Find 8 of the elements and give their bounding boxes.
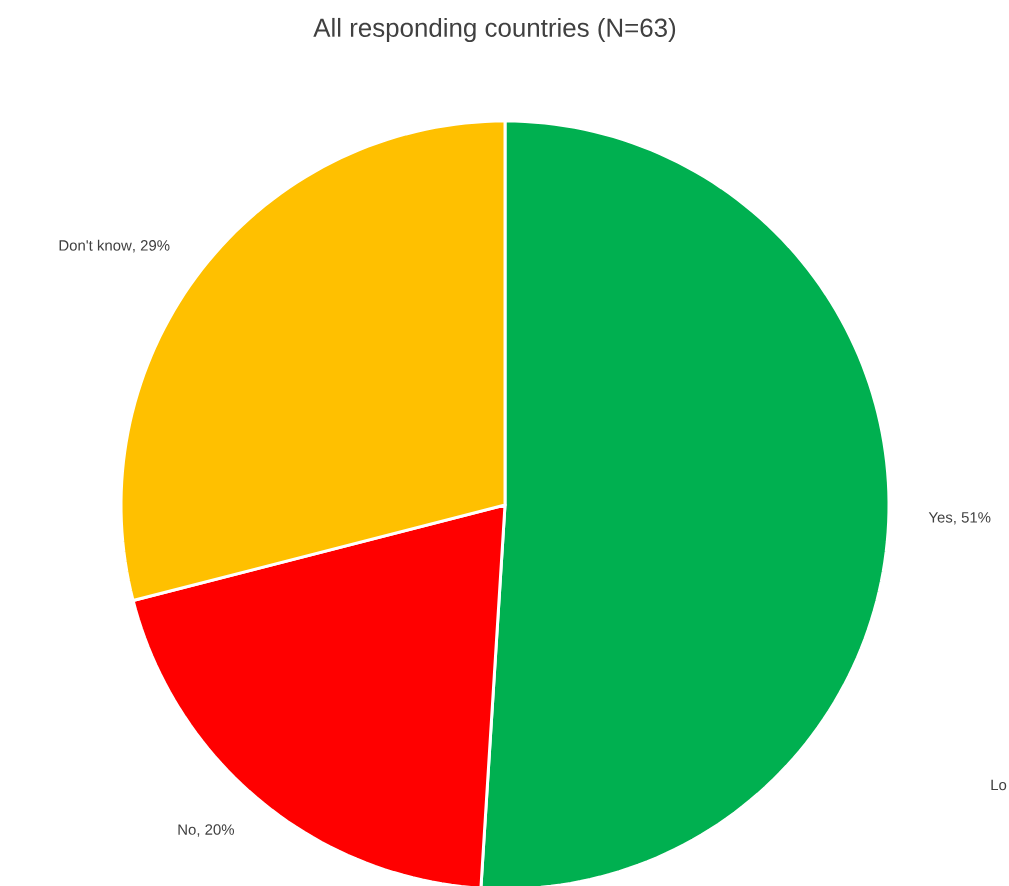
text: Lo (991, 779, 1007, 791)
slice-label: Don't know (59, 239, 132, 251)
slice-label: No (178, 824, 196, 835)
data-label: , 51% (954, 512, 991, 525)
data-label: , 20% (197, 824, 234, 837)
data-label: , 29% (133, 240, 170, 253)
slice-label: Yes (928, 512, 953, 523)
chart-title: All responding countries (N=63) (313, 17, 676, 43)
